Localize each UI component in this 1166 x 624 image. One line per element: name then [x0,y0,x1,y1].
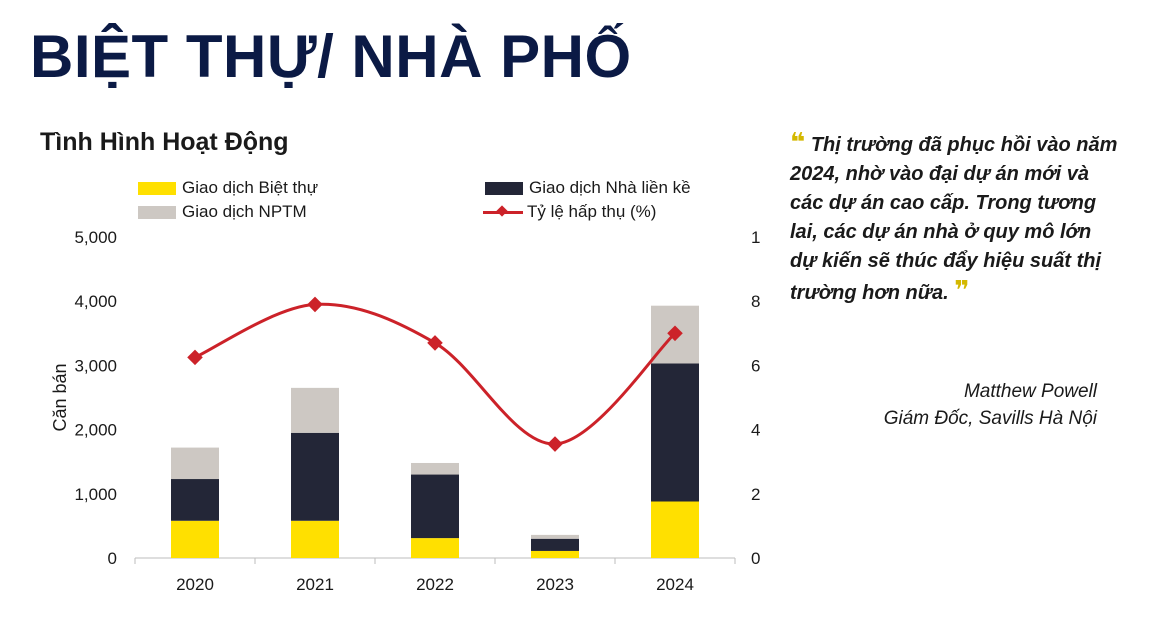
author-name: Matthew Powell [963,381,1097,402]
legend-item-absorption: Tỷ lệ hấp thụ (%) [483,202,656,222]
y-right-tick-label: 60 [751,356,760,375]
legend-label-shophouse: Giao dịch NPTM [182,202,307,221]
absorption-rate-point-2 [427,335,443,351]
bar-segment-s2-c1 [291,387,339,433]
bar-segment-s1-c1 [291,432,339,521]
bar-segment-s1-c2 [411,474,459,539]
legend-label-townhouse: Giao dịch Nhà liền kề [529,178,691,197]
legend-label-villa: Giao dịch Biệt thự [182,178,319,197]
y-left-tick-label: 3,000 [74,356,117,375]
bar-segment-s1-c4 [651,363,699,502]
bar-segment-s2-c2 [411,462,459,475]
bar-segment-s0-c4 [651,501,699,558]
legend-swatch-shophouse [138,205,176,219]
chart-title: Tình Hình Hoạt Động [40,128,289,156]
y-right-tick-label: 40 [751,421,760,440]
y-right-tick-label: 80 [751,292,760,311]
legend-item-villa: Giao dịch Biệt thự [138,178,318,198]
bar-segment-s0-c1 [291,520,339,558]
bar-segment-s0-c0 [171,520,219,558]
open-quote-icon: ❝ [790,127,806,157]
page-title: BIỆT THỰ/ NHÀ PHỐ [30,23,632,90]
bar-segment-s0-c3 [531,550,579,558]
close-quote-icon: ❞ [954,275,970,305]
y-left-tick-label: 2,000 [74,421,117,440]
absorption-rate-line [194,302,677,446]
bar-segment-s0-c2 [411,538,459,558]
quote-author: Matthew Powell Giám Đốc, Savills Hà Nội [800,378,1097,432]
legend-item-townhouse: Giao dịch Nhà liền kề [485,178,691,198]
x-tick-label: 2024 [656,575,694,594]
bar-segment-s1-c3 [531,538,579,551]
stacked-bar-line-chart: 0 1,000 2,000 3,000 4,000 5,000 0 20 40 60 80 100 Că… [50,228,760,594]
legend-swatch-villa [138,181,176,195]
bar-segment-s1-c0 [171,479,219,521]
bar-segment-s2-c3 [531,534,579,539]
quote-block: ❝ Thị trường đã phục hồi vào năm 2024, n… [790,128,1120,308]
x-tick-label: 2020 [176,575,214,594]
author-title: Giám Đốc, Savills Hà Nội [883,408,1097,429]
y-left-tick-label: 0 [108,549,117,568]
absorption-rate-point-3 [547,436,563,452]
y-left-tick-label: 1,000 [74,485,117,504]
quote-text: Thị trường đã phục hồi vào năm 2024, nhờ… [790,134,1118,304]
y-right-tick-label: 100 [751,228,760,247]
bar-segment-s2-c0 [171,447,219,480]
y-right-tick-label: 20 [751,485,760,504]
y-left-axis-label: Căn bán [50,363,70,431]
absorption-rate-point-0 [187,349,203,366]
x-tick-label: 2023 [536,575,574,594]
legend-swatch-absorption [483,205,523,219]
absorption-rate-point-1 [307,296,323,313]
legend-swatch-townhouse [485,181,523,195]
legend-label-absorption: Tỷ lệ hấp thụ (%) [527,202,657,221]
x-tick-label: 2022 [416,575,454,594]
legend-item-shophouse: Giao dịch NPTM [138,202,307,222]
y-left-tick-label: 5,000 [74,228,117,247]
y-right-tick-label: 0 [751,549,760,568]
x-tick-label: 2021 [296,575,334,594]
y-left-tick-label: 4,000 [74,292,117,311]
